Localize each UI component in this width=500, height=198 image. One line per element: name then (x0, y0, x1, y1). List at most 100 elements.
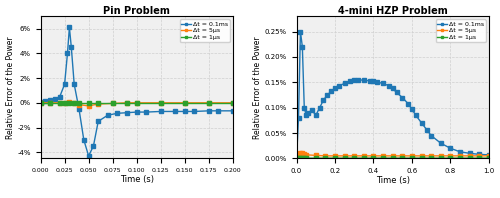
Δt = 0.1ms (303, 114, 309, 116)
Δt = 5μs (134, 102, 140, 104)
Δt = 1μs (486, 157, 492, 159)
Δt = 5μs (62, 102, 68, 104)
Δt = 5μs (332, 155, 338, 157)
Δt = 5μs (313, 154, 319, 157)
Δt = 0.1ms (42, 100, 48, 102)
Δt = 5μs (428, 155, 434, 157)
Δt = 0.1ms (86, 155, 91, 157)
Δt = 0.1ms (352, 79, 358, 81)
Δt = 1μs (448, 157, 454, 159)
Δt = 0.1ms (405, 102, 411, 105)
Δt = 0.1ms (409, 108, 415, 110)
Δt = 5μs (110, 102, 116, 105)
Δt = 5μs (400, 155, 406, 157)
Legend: Δt = 0.1ms, Δt = 5μs, Δt = 1μs: Δt = 0.1ms, Δt = 5μs, Δt = 1μs (180, 19, 230, 42)
Line: Δt = 0.1ms: Δt = 0.1ms (295, 30, 490, 160)
Δt = 5μs (38, 102, 44, 104)
Δt = 0.1ms (348, 80, 354, 82)
Δt = 0.1ms (124, 111, 130, 114)
Δt = 0.1ms (413, 114, 419, 116)
Δt = 0.1ms (105, 114, 111, 116)
Δt = 1μs (342, 157, 347, 159)
Δt = 5μs (448, 155, 454, 157)
Δt = 0.1ms (192, 110, 198, 113)
X-axis label: Time (s): Time (s) (376, 175, 410, 185)
Δt = 0.1ms (390, 87, 396, 89)
Δt = 5μs (352, 155, 358, 157)
Δt = 0.1ms (38, 100, 44, 103)
Line: Δt = 5μs: Δt = 5μs (295, 152, 490, 160)
Δt = 5μs (47, 102, 53, 104)
Δt = 0.1ms (324, 94, 330, 96)
Δt = 5μs (182, 102, 188, 104)
Δt = 0.1ms (81, 139, 87, 141)
Δt = 5μs (76, 104, 82, 106)
Δt = 5μs (95, 103, 101, 105)
Δt = 1μs (76, 102, 82, 104)
Δt = 5μs (294, 157, 300, 160)
Δt = 1μs (158, 102, 164, 104)
Δt = 5μs (230, 102, 236, 104)
Δt = 0.1ms (374, 81, 380, 84)
Δt = 5μs (303, 154, 309, 156)
Δt = 1μs (313, 157, 319, 159)
Legend: Δt = 0.1ms, Δt = 5μs, Δt = 1μs: Δt = 0.1ms, Δt = 5μs, Δt = 1μs (436, 19, 486, 42)
Δt = 0.1ms (68, 46, 74, 48)
Δt = 0.1ms (182, 110, 188, 113)
Δt = 1μs (303, 157, 309, 159)
Δt = 5μs (66, 101, 72, 103)
Δt = 5μs (158, 102, 164, 104)
Δt = 5μs (457, 155, 463, 157)
Δt = 0.1ms (438, 142, 444, 144)
Δt = 1μs (300, 157, 306, 159)
Δt = 5μs (300, 152, 306, 154)
Title: 4-mini HZP Problem: 4-mini HZP Problem (338, 6, 448, 16)
Δt = 1μs (230, 102, 236, 104)
Δt = 0.1ms (302, 107, 308, 109)
Δt = 5μs (124, 102, 130, 104)
Δt = 0.1ms (370, 80, 376, 82)
Δt = 0.1ms (71, 83, 77, 86)
Δt = 5μs (86, 105, 91, 107)
Δt = 1μs (182, 102, 188, 104)
Δt = 1μs (206, 102, 212, 104)
Δt = 1μs (294, 157, 300, 160)
Δt = 0.1ms (457, 151, 463, 153)
Δt = 0.1ms (95, 120, 101, 123)
Δt = 0.1ms (361, 79, 367, 81)
Δt = 0.1ms (394, 91, 400, 94)
Δt = 1μs (418, 157, 424, 159)
Δt = 5μs (370, 155, 376, 157)
Δt = 1μs (370, 157, 376, 159)
Δt = 0.1ms (328, 90, 334, 93)
Δt = 0.1ms (476, 153, 482, 155)
Δt = 0.1ms (230, 110, 236, 112)
Δt = 0.1ms (309, 109, 315, 111)
Δt = 5μs (322, 155, 328, 157)
Δt = 0.1ms (386, 85, 392, 87)
Δt = 0.1ms (366, 80, 372, 82)
Δt = 0.1ms (64, 52, 70, 55)
Δt = 0.1ms (418, 122, 424, 124)
Line: Δt = 5μs: Δt = 5μs (39, 100, 234, 108)
Δt = 0.1ms (172, 110, 178, 113)
Δt = 0.1ms (158, 110, 164, 113)
Line: Δt = 0.1ms: Δt = 0.1ms (39, 26, 234, 158)
Δt = 1μs (57, 102, 63, 104)
Y-axis label: Relative Error of the Power: Relative Error of the Power (6, 36, 15, 139)
Δt = 1μs (95, 102, 101, 104)
Δt = 0.1ms (332, 87, 338, 89)
Δt = 5μs (466, 155, 472, 157)
Δt = 1μs (38, 102, 44, 104)
Δt = 0.1ms (62, 83, 68, 86)
Δt = 0.1ms (320, 99, 326, 101)
Δt = 0.1ms (316, 107, 322, 109)
Δt = 0.1ms (313, 114, 319, 116)
Δt = 5μs (390, 155, 396, 157)
Title: Pin Problem: Pin Problem (103, 6, 170, 16)
Line: Δt = 1μs: Δt = 1μs (295, 156, 490, 160)
Δt = 1μs (47, 102, 53, 104)
Δt = 0.1ms (486, 154, 492, 156)
Δt = 1μs (332, 157, 338, 159)
Δt = 1μs (361, 157, 367, 159)
